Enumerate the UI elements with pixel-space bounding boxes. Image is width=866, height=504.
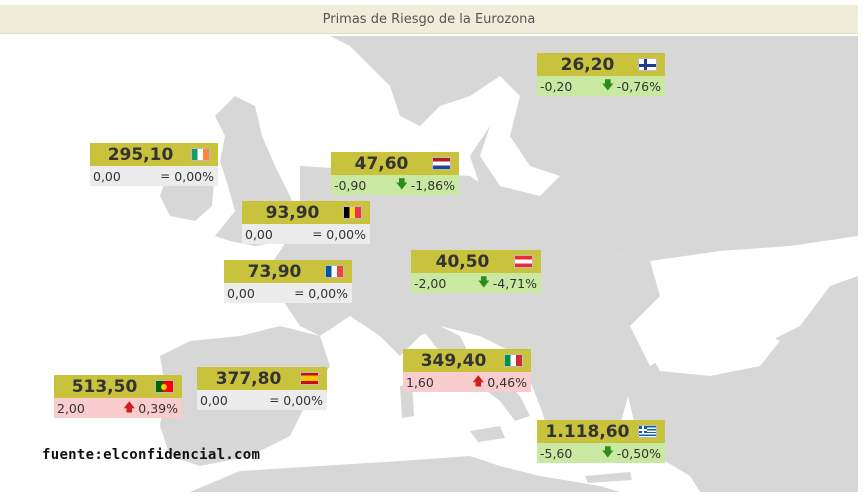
change-value: 1,60 xyxy=(406,374,434,390)
country-box-spain[interactable]: 377,80 0,00 = 0,00% xyxy=(197,367,327,410)
land-sardinia xyxy=(400,384,414,418)
country-box-change: -2,00 🡇 -4,71% xyxy=(411,273,541,293)
arrow-up-icon: 🡅 xyxy=(472,373,485,388)
black-sea xyxy=(640,321,780,376)
country-box-austria[interactable]: 40,50 -2,00 🡇 -4,71% xyxy=(411,250,541,293)
country-box-header: 295,10 xyxy=(90,143,218,166)
country-box-header: 47,60 xyxy=(331,152,459,175)
risk-premium-value: 47,60 xyxy=(354,153,409,174)
risk-premium-value: 93,90 xyxy=(265,202,320,223)
country-box-header: 93,90 xyxy=(242,201,370,224)
country-box-header: 377,80 xyxy=(197,367,327,390)
equal-icon: = xyxy=(294,286,305,300)
change-percent: 0,00% xyxy=(308,285,348,301)
country-box-finland[interactable]: 26,20 -0,20 🡇 -0,76% xyxy=(537,53,665,96)
country-box-change: 0,00 = 0,00% xyxy=(242,224,370,244)
baltic-sea xyxy=(470,76,560,196)
country-box-france[interactable]: 73,90 0,00 = 0,00% xyxy=(224,260,352,303)
arrow-up-icon: 🡅 xyxy=(123,399,136,414)
italy-flag-icon xyxy=(504,354,523,367)
risk-premium-value: 349,40 xyxy=(420,350,487,371)
land-sicily xyxy=(470,426,505,442)
ireland-flag-icon xyxy=(191,148,210,161)
country-box-header: 40,50 xyxy=(411,250,541,273)
change-percent: -0,50% xyxy=(616,445,661,461)
change-value: 0,00 xyxy=(227,285,255,301)
change-value: -0,20 xyxy=(540,78,573,94)
country-box-belgium[interactable]: 93,90 0,00 = 0,00% xyxy=(242,201,370,244)
risk-premium-value: 295,10 xyxy=(107,144,174,165)
arrow-down-icon: 🡇 xyxy=(601,77,614,92)
greece-flag-icon xyxy=(638,425,657,438)
page-title: Primas de Riesgo de la Eurozona xyxy=(0,5,858,34)
change-value: 0,00 xyxy=(93,168,121,184)
country-box-change: 0,00 = 0,00% xyxy=(224,283,352,303)
country-box-header: 349,40 xyxy=(403,349,531,372)
change-percent: 0,00% xyxy=(326,226,366,242)
arrow-down-icon: 🡇 xyxy=(601,444,614,459)
spain-flag-icon xyxy=(300,372,319,385)
risk-premium-value: 40,50 xyxy=(435,251,490,272)
land-crete xyxy=(585,472,632,483)
country-box-header: 513,50 xyxy=(54,375,182,398)
country-box-header: 26,20 xyxy=(537,53,665,76)
country-box-header: 1.118,60 xyxy=(537,420,665,443)
change-value: -0,90 xyxy=(334,177,367,193)
change-percent: 0,46% xyxy=(487,374,527,390)
change-value: -2,00 xyxy=(414,275,447,291)
country-box-change: -0,90 🡇 -1,86% xyxy=(331,175,459,195)
arrow-down-icon: 🡇 xyxy=(477,274,490,289)
country-box-greece[interactable]: 1.118,60 -5,60 🡇 -0,50% xyxy=(537,420,665,463)
change-value: 2,00 xyxy=(57,400,85,416)
country-box-netherlands[interactable]: 47,60 -0,90 🡇 -1,86% xyxy=(331,152,459,195)
country-box-change: 0,00 = 0,00% xyxy=(197,390,327,410)
equal-icon: = xyxy=(160,169,171,183)
change-value: 0,00 xyxy=(200,392,228,408)
country-box-change: 1,60 🡅 0,46% xyxy=(403,372,531,392)
change-percent: 0,00% xyxy=(174,168,214,184)
equal-icon: = xyxy=(312,227,323,241)
country-box-portugal[interactable]: 513,50 2,00 🡅 0,39% xyxy=(54,375,182,418)
change-percent: -0,76% xyxy=(616,78,661,94)
change-value: 0,00 xyxy=(245,226,273,242)
land-northeast xyxy=(330,36,858,492)
country-box-italy[interactable]: 349,40 1,60 🡅 0,46% xyxy=(403,349,531,392)
change-percent: 0,39% xyxy=(138,400,178,416)
country-box-change: 0,00 = 0,00% xyxy=(90,166,218,186)
country-box-change: 2,00 🡅 0,39% xyxy=(54,398,182,418)
risk-premium-value: 73,90 xyxy=(247,261,302,282)
austria-flag-icon xyxy=(514,255,533,268)
country-box-change: -0,20 🡇 -0,76% xyxy=(537,76,665,96)
land-north-africa xyxy=(190,456,620,492)
change-percent: 0,00% xyxy=(283,392,323,408)
source-credit: fuente:elconfidencial.com xyxy=(42,447,261,463)
change-value: -5,60 xyxy=(540,445,573,461)
land-turkey xyxy=(640,366,858,456)
france-flag-icon xyxy=(325,265,344,278)
country-box-change: -5,60 🡇 -0,50% xyxy=(537,443,665,463)
risk-premium-value: 1.118,60 xyxy=(545,421,630,442)
netherlands-flag-icon xyxy=(432,157,451,170)
country-box-header: 73,90 xyxy=(224,260,352,283)
risk-premium-value: 26,20 xyxy=(560,54,615,75)
belgium-flag-icon xyxy=(343,206,362,219)
country-box-ireland[interactable]: 295,10 0,00 = 0,00% xyxy=(90,143,218,186)
equal-icon: = xyxy=(269,393,280,407)
risk-premium-value: 513,50 xyxy=(71,376,138,397)
finland-flag-icon xyxy=(638,58,657,71)
portugal-flag-icon xyxy=(155,380,174,393)
change-percent: -4,71% xyxy=(492,275,537,291)
change-percent: -1,86% xyxy=(410,177,455,193)
arrow-down-icon: 🡇 xyxy=(395,176,408,191)
risk-premium-value: 377,80 xyxy=(215,368,282,389)
